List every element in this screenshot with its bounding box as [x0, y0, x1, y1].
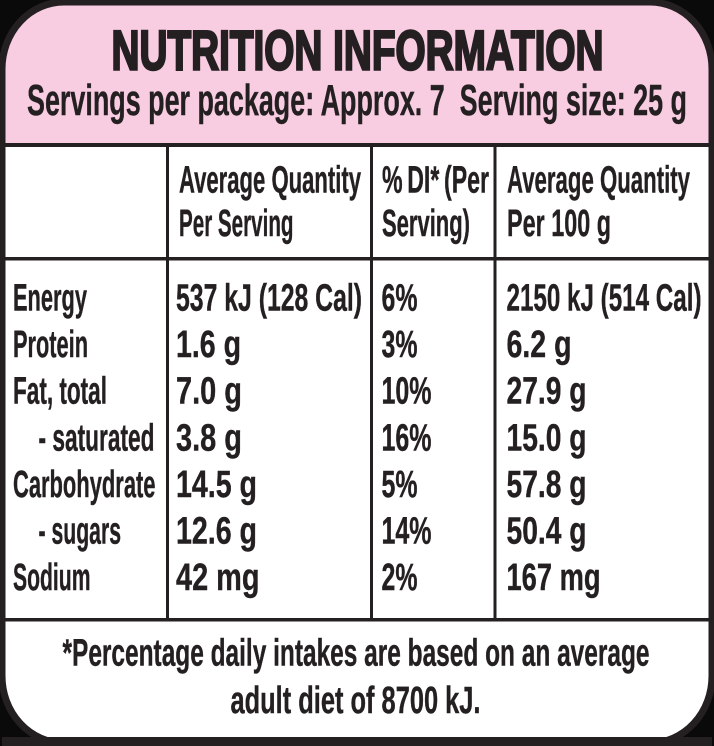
svg-text:10%: 10% [382, 371, 432, 413]
svg-text:3.8 g: 3.8 g [176, 417, 242, 459]
svg-text:Average Quantity: Average Quantity [507, 160, 690, 202]
svg-text:Sodium: Sodium [13, 557, 91, 599]
svg-text:167 mg: 167 mg [507, 557, 601, 599]
svg-text:adult diet of 8700 kJ.: adult diet of 8700 kJ. [231, 680, 481, 722]
svg-text:57.8 g: 57.8 g [507, 464, 587, 506]
svg-text:Average Quantity: Average Quantity [179, 160, 361, 202]
svg-text:% DI* (Per: % DI* (Per [382, 160, 489, 202]
svg-text:Protein: Protein [13, 324, 88, 366]
svg-text:15.0 g: 15.0 g [507, 417, 587, 459]
svg-text:7.0 g: 7.0 g [176, 371, 242, 413]
svg-text:27.9 g: 27.9 g [507, 371, 587, 413]
svg-text:- sugars: - sugars [39, 511, 122, 553]
svg-text:Per Serving: Per Serving [179, 203, 294, 245]
svg-text:- saturated: - saturated [39, 417, 155, 459]
svg-text:1.6 g: 1.6 g [176, 324, 241, 366]
svg-text:16%: 16% [382, 417, 432, 459]
svg-text:3%: 3% [382, 324, 418, 366]
svg-text:537 kJ (128 Cal): 537 kJ (128 Cal) [176, 278, 362, 320]
svg-text:14%: 14% [382, 511, 432, 553]
svg-text:42 mg: 42 mg [176, 557, 260, 599]
svg-text:*Percentage daily intakes are: *Percentage daily intakes are based on a… [63, 633, 650, 675]
svg-text:2%: 2% [382, 557, 418, 599]
svg-text:12.6 g: 12.6 g [176, 511, 257, 553]
svg-text:Fat, total: Fat, total [13, 371, 107, 413]
svg-text:Per 100 g: Per 100 g [507, 203, 611, 245]
svg-text:Serving): Serving) [382, 203, 470, 245]
svg-text:6.2 g: 6.2 g [507, 324, 572, 366]
svg-text:2150 kJ (514 Cal): 2150 kJ (514 Cal) [507, 278, 702, 320]
svg-text:50.4 g: 50.4 g [507, 511, 587, 553]
svg-text:Carbohydrate: Carbohydrate [13, 464, 156, 506]
svg-text:5%: 5% [382, 464, 418, 506]
svg-text:Energy: Energy [13, 278, 87, 320]
svg-text:Servings per package: Approx.: Servings per package: Approx. 7 Serving … [27, 77, 687, 125]
svg-text:14.5 g: 14.5 g [176, 464, 257, 506]
svg-text:NUTRITION INFORMATION: NUTRITION INFORMATION [112, 20, 604, 82]
svg-text:6%: 6% [382, 278, 418, 320]
